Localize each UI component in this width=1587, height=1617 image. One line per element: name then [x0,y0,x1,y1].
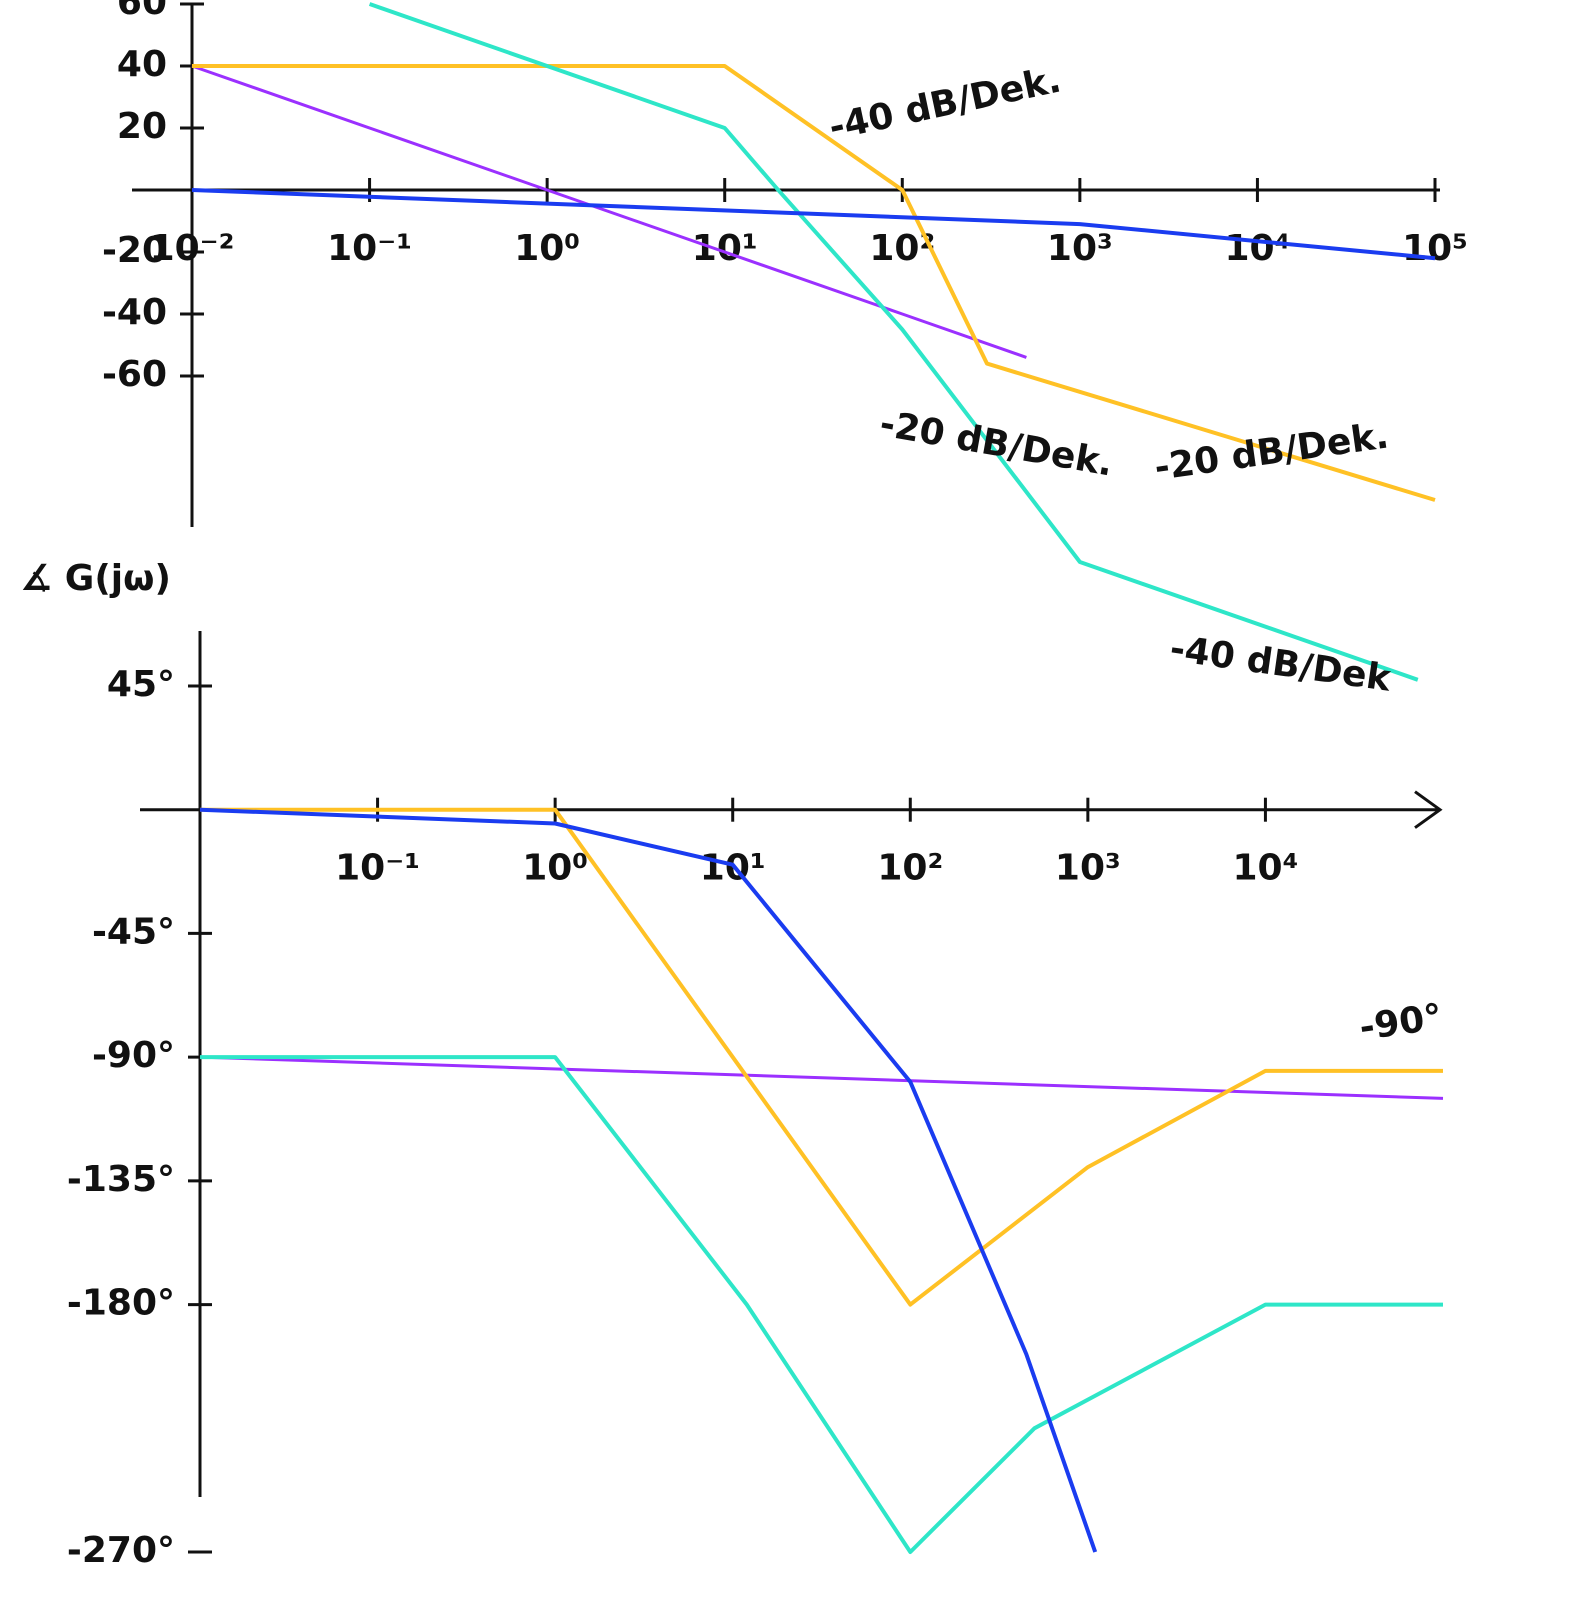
y-tick-label: 45° [107,664,175,705]
y-tick-label: 60 [117,0,167,23]
y-tick-label: -90° [92,1035,175,1076]
x-tick-label: 10⁰ [522,848,588,889]
x-tick-label: 10³ [1047,228,1113,269]
annotation: -20 dB/Dek. [877,403,1116,484]
x-tick-label: 10³ [1055,848,1121,889]
annotation: -40 dB/Dek [1167,628,1394,700]
y-tick-label: -20 [102,230,167,271]
x-tick-label: 10⁰ [514,228,580,269]
y-tick-label: 40 [117,44,167,85]
series-line [200,1057,1443,1552]
x-tick-label: 10⁻¹ [327,228,412,269]
annotation: -90° [1357,997,1445,1049]
y-tick-label: -45° [92,911,175,952]
x-tick-label: 10⁻¹ [335,848,420,889]
y-tick-label: 20 [117,106,167,147]
y-tick-label: -60 [102,354,167,395]
x-tick-label: 10⁴ [1232,848,1298,889]
x-tick-label: 10⁵ [1402,228,1468,269]
y-tick-label: -180° [67,1283,175,1324]
x-tick-label: 10¹ [692,228,758,269]
y-axis-label: ∡ G(jω) [20,558,171,599]
y-tick-label: -40 [102,292,167,333]
y-tick-label: -135° [67,1159,175,1200]
x-tick-label: 10² [877,848,943,889]
x-tick-label: 10⁴ [1224,228,1290,269]
x-tick-label: 10¹ [700,848,766,889]
series-line [200,810,1095,1552]
bode-sketch: 10⁻²10⁻¹10⁰10¹10²10³10⁴10⁵604020-20-40-6… [0,0,1587,1617]
y-tick-label: -270° [67,1530,175,1571]
annotation: -40 dB/Dek. [825,59,1064,148]
